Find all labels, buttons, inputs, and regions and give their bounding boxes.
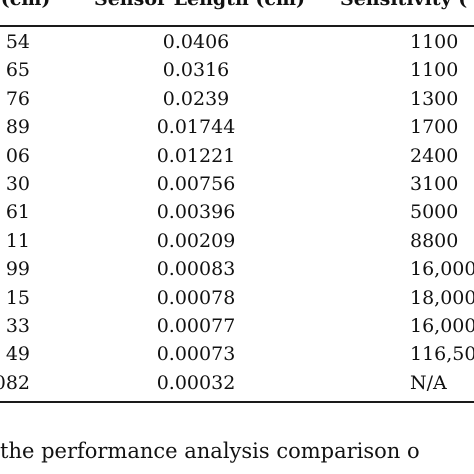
column-header-size: e (cm) xyxy=(0,0,50,9)
cell-size: 65 xyxy=(5,59,30,82)
cell-size: 99 xyxy=(5,258,30,281)
table-top-rule xyxy=(0,25,474,27)
table-row: 61 0.00396 5000 xyxy=(0,198,474,226)
cell-size: 15 xyxy=(5,286,30,309)
cell-sensitivity: 1100 xyxy=(410,59,459,82)
cell-size: 30 xyxy=(5,172,30,195)
cell-sensor-length: 0.0239 xyxy=(162,87,230,110)
cell-sensor-length: 0.00032 xyxy=(156,371,236,394)
cell-sensitivity: 8800 xyxy=(410,229,459,252)
cell-size: 61 xyxy=(5,201,30,224)
cell-sensor-length: 0.01221 xyxy=(156,144,236,167)
table-row: 54 0.0406 1100 xyxy=(0,28,474,56)
cell-sensitivity: N/A xyxy=(410,371,447,394)
cell-sensitivity: 1100 xyxy=(410,31,459,53)
cell-size: 06 xyxy=(5,144,30,167)
table-row: 30 0.00756 3100 xyxy=(0,170,474,198)
cell-sensor-length: 0.00073 xyxy=(156,343,236,366)
table-caption: the performance analysis comparison o xyxy=(0,439,420,463)
cell-size: 082 xyxy=(0,371,30,394)
cell-size: 11 xyxy=(5,229,30,252)
cell-sensor-length: 0.0316 xyxy=(162,59,230,82)
cell-sensor-length: 0.00756 xyxy=(156,172,236,195)
cell-size: 49 xyxy=(5,343,30,366)
table-body: 54 0.0406 1100 65 0.0316 1100 76 0.0239 1300 89 0.… xyxy=(0,28,474,397)
table-row: 89 0.01744 1700 xyxy=(0,113,474,141)
cell-size: 76 xyxy=(5,87,30,110)
cell-sensor-length: 0.0406 xyxy=(162,31,230,53)
cell-size: 33 xyxy=(5,314,30,337)
cell-sensor-length: 0.00396 xyxy=(156,201,236,224)
table-row: 082 0.00032 N/A xyxy=(0,369,474,397)
cell-sensitivity: 16,000 xyxy=(410,314,474,337)
cell-sensor-length: 0.00083 xyxy=(156,258,236,281)
cell-sensitivity: 1700 xyxy=(410,116,459,139)
cell-sensitivity: 1300 xyxy=(410,87,459,110)
cell-size: 89 xyxy=(5,116,30,139)
cell-sensitivity: 2400 xyxy=(410,144,459,167)
table-row: 99 0.00083 16,000 xyxy=(0,255,474,283)
cell-sensitivity: 16,000 xyxy=(410,258,474,281)
column-header-sensor-length: Sensor Length (cm) xyxy=(94,0,305,9)
column-header-sensitivity: Sensitivity ( xyxy=(340,0,467,9)
cell-sensor-length: 0.00209 xyxy=(156,229,236,252)
cell-sensitivity: 116,50 xyxy=(410,343,474,366)
table-row: 33 0.00077 16,000 xyxy=(0,312,474,340)
cell-sensor-length: 0.00078 xyxy=(156,286,236,309)
table-row: 11 0.00209 8800 xyxy=(0,227,474,255)
table-row: 49 0.00073 116,50 xyxy=(0,340,474,368)
table-row: 06 0.01221 2400 xyxy=(0,142,474,170)
cell-sensitivity: 5000 xyxy=(410,201,459,224)
cell-sensitivity: 3100 xyxy=(410,172,459,195)
cell-sensitivity: 18,000 xyxy=(410,286,474,309)
cell-sensor-length: 0.01744 xyxy=(156,116,236,139)
table-row: 15 0.00078 18,000 xyxy=(0,284,474,312)
cell-size: 54 xyxy=(5,31,30,53)
table-bottom-rule xyxy=(0,401,474,403)
table-row: 76 0.0239 1300 xyxy=(0,85,474,113)
table-row: 65 0.0316 1100 xyxy=(0,56,474,84)
cell-sensor-length: 0.00077 xyxy=(156,314,236,337)
